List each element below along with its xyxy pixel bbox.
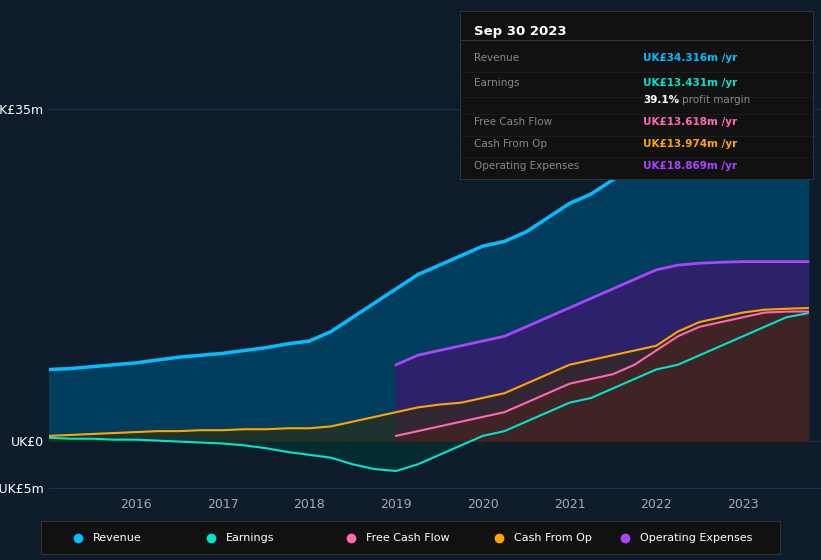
Text: UK£34.316m /yr: UK£34.316m /yr <box>644 53 737 63</box>
Text: UK£13.431m /yr: UK£13.431m /yr <box>644 78 737 88</box>
Text: Cash From Op: Cash From Op <box>514 533 592 543</box>
Text: Operating Expenses: Operating Expenses <box>474 161 579 171</box>
Text: Cash From Op: Cash From Op <box>474 139 547 149</box>
Text: Operating Expenses: Operating Expenses <box>640 533 752 543</box>
Text: Free Cash Flow: Free Cash Flow <box>474 117 552 127</box>
Text: Earnings: Earnings <box>474 78 520 88</box>
Text: Sep 30 2023: Sep 30 2023 <box>474 25 566 38</box>
Text: Revenue: Revenue <box>93 533 141 543</box>
Text: UK£13.618m /yr: UK£13.618m /yr <box>644 117 737 127</box>
Text: Earnings: Earnings <box>226 533 274 543</box>
Text: profit margin: profit margin <box>682 95 750 105</box>
Text: Free Cash Flow: Free Cash Flow <box>366 533 450 543</box>
Text: UK£13.974m /yr: UK£13.974m /yr <box>644 139 737 149</box>
Text: 39.1%: 39.1% <box>644 95 680 105</box>
Text: UK£18.869m /yr: UK£18.869m /yr <box>644 161 737 171</box>
Text: Revenue: Revenue <box>474 53 519 63</box>
